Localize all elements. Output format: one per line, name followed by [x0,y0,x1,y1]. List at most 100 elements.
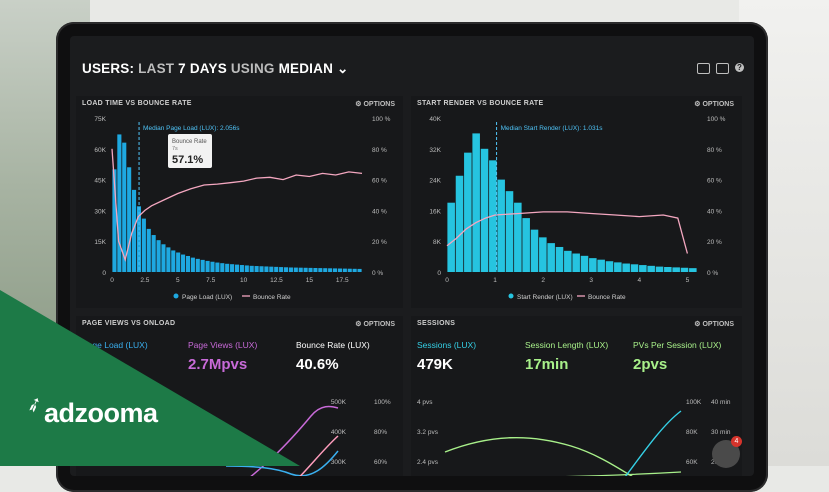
chart-bar [249,265,254,272]
chart-bar [639,265,647,272]
y-right-tick-label: 40 % [372,208,387,215]
chart-bar [132,189,137,272]
chart-bar [176,252,181,272]
metric-value: 17min [525,356,569,373]
y-tick-label: 30K [94,208,106,215]
x-tick-label: 15 [306,277,314,284]
chart-bar [597,259,605,272]
y-tick-label: 15K [94,239,106,246]
metric-label: PVs Per Session (LUX) [633,340,722,350]
laptop-frame: USERS: LAST 7 DAYS USING MEDIAN ⌄ ? LOAD… [56,22,768,492]
y-tick-label: 0 [102,270,106,277]
chart-bar [185,255,191,272]
chart-bar [580,255,589,272]
x-tick-label: 17.5 [336,277,349,284]
chart-bar [664,266,672,272]
metric-value: 40.6% [296,356,339,373]
help-icon[interactable]: ? [735,63,744,72]
external-link-icon[interactable] [716,63,729,74]
x-tick-label: 7.5 [206,277,215,284]
y-right-tick-label: 80K [686,429,698,436]
y-right-tick-label: 60 % [707,178,722,185]
session-length-line [564,471,682,476]
chart-bar [117,134,122,272]
chart-bar [539,237,547,272]
chart-bar [288,267,293,272]
chart-bar [455,175,464,272]
y-right-tick-label: 60K [686,459,698,466]
chart-bar [230,264,235,272]
chart-bar [195,258,200,272]
chart-bar [447,202,455,272]
chart-bar [530,229,539,272]
y-right-tick-label: 100K [686,399,702,406]
sessions-line [624,410,682,476]
chevron-down-icon[interactable]: ⌄ [336,61,349,76]
x-tick-label: 0 [445,277,449,284]
chart-bar [337,268,342,272]
y-tick-label: 2.4 pvs [417,459,439,466]
metric-value: 479K [417,356,453,373]
chart-bar [547,243,555,272]
y-right-tick-label: 20 % [707,239,722,246]
chart-bar [220,263,225,272]
y-tick-label: 4 pvs [417,399,433,406]
chart-bar [655,266,664,272]
dashboard-header[interactable]: USERS: LAST 7 DAYS USING MEDIAN ⌄ [82,61,349,77]
y-right-tick-label: 60% [374,459,387,466]
chart-bar [689,268,697,272]
options-button[interactable]: OPTIONS [355,320,395,328]
y-tick-label: 3.2 pvs [417,429,439,436]
chart-bar [269,266,274,272]
chart-bar [127,167,132,272]
chart-bar [313,267,318,272]
legend-swatch [173,293,179,299]
chart-bar [210,261,215,272]
y-tick-label: 24K [429,178,441,185]
chart-bar [647,265,655,272]
chart-bar [622,263,630,272]
chart-bar [332,268,338,272]
y-right-tick-label: 0 % [707,270,718,277]
load-time-chart: 0 15K 30K 45K 60K 75K 0 % 20 % 40 % 60 % 80 % 100 %… [94,116,390,301]
monitor-icon[interactable] [697,63,710,74]
bounce-rate-line [111,148,363,262]
x-tick-label: 12.5 [270,277,283,284]
panel-title: LOAD TIME VS BOUNCE RATE [82,100,192,107]
y-tick-label: 60K [94,147,106,154]
options-button[interactable]: OPTIONS [355,100,395,108]
options-button[interactable]: OPTIONS [694,320,734,328]
y-tick-label: 500K [331,399,347,406]
y-tick-label: 45K [94,178,106,185]
tooltip-title: Bounce Rate [172,139,207,145]
panel-title: SESSIONS [417,320,456,327]
chart-bar [239,265,244,272]
chart-bar [293,267,298,272]
header-days[interactable]: 7 DAYS [178,61,227,76]
tooltip-box [168,134,212,168]
median-label: Median Start Render (LUX): 1.031s [501,125,604,132]
metric-label: Bounce Rate (LUX) [296,340,370,350]
chart-bar [352,268,357,272]
start-render-chart: 0 8K 16K 24K 32K 40K 0 % 20 % 40 % 60 % 80 % 100 % 0… [429,116,725,301]
y-right-tick-label: 80% [374,429,387,436]
chart-bar [342,268,347,272]
y-right-tick-label: 40 min [711,399,731,406]
page-load-line [225,450,339,476]
metric-label: Session Length (LUX) [525,340,609,350]
x-tick-label: 2.5 [140,277,149,284]
panel-title: START RENDER VS BOUNCE RATE [417,100,544,107]
chart-bar [122,142,127,272]
chart-bar [318,268,323,272]
pvs-line [444,436,633,476]
options-button[interactable]: OPTIONS [694,100,734,108]
chart-bar [680,267,689,272]
y-right-tick-label: 0 % [372,270,383,277]
header-metric[interactable]: MEDIAN [278,61,334,76]
chart-bar [151,235,156,272]
y-tick-label: 75K [94,116,106,123]
chart-bar [605,261,614,272]
chart-bar [141,218,146,272]
chart-bar [672,267,680,272]
legend-label: Start Render (LUX) [517,294,573,301]
